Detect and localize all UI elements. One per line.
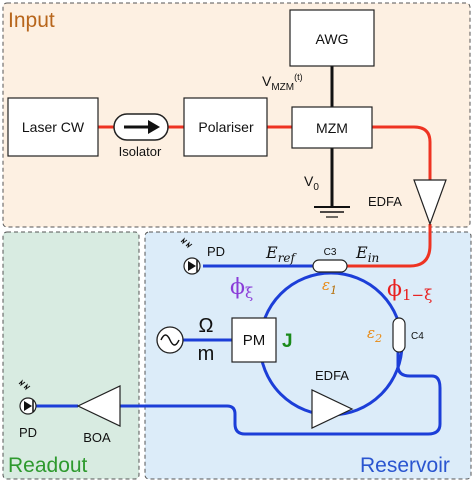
ground-icon (314, 206, 350, 218)
pd-readout-label: PD (19, 425, 37, 440)
polariser-box: Polariser (183, 97, 268, 157)
edfa-loop-label: EDFA (315, 368, 349, 383)
pm-box: PM (231, 317, 277, 363)
c4-label: C4 (411, 331, 424, 342)
laser-box: Laser CW (7, 97, 99, 157)
awg-label: AWG (316, 31, 349, 47)
mzm-box: MZM (291, 106, 373, 149)
v0-label: V0 (304, 173, 319, 193)
readout-panel: Readout (2, 231, 140, 480)
pd-readout-icon (18, 379, 37, 415)
coupler-c4: C4 (392, 317, 424, 353)
reservoir-panel-title: Reservoir (360, 454, 450, 477)
input-panel-title: Input (8, 9, 55, 32)
pd-reservoir-icon (180, 237, 201, 275)
polariser-label: Polariser (198, 119, 254, 135)
red-fiber-path (98, 125, 432, 268)
pd-reservoir-label: PD (207, 244, 225, 259)
boa-amplifier: BOA (76, 385, 121, 445)
boa-label: BOA (83, 430, 111, 445)
rf-source-icon (156, 326, 184, 354)
readout-panel-title: Readout (8, 454, 88, 477)
omega-label: Ω (199, 315, 214, 337)
isolator-label: Isolator (119, 144, 162, 159)
eps2-label: ε2 (367, 324, 382, 345)
e-ref-label: Eref (265, 243, 298, 265)
awg-box: AWG (289, 9, 375, 67)
c3-label: C3 (324, 247, 337, 258)
eps1-label: ε1 (322, 276, 337, 297)
phi-1-xi-label: ϕ1−ξ (387, 277, 432, 304)
j-label: J (282, 331, 293, 352)
isolator: Isolator (113, 113, 169, 159)
e-in-label: Ein (355, 243, 379, 265)
edfa-input-label: EDFA (368, 194, 402, 209)
mzm-label: MZM (316, 120, 348, 136)
vmzm-label: VMZM(t) (262, 72, 303, 93)
phi-xi-label: ϕξ (230, 275, 253, 302)
edfa-loop-amplifier: EDFA (311, 368, 354, 429)
coupler-c3: C3 (312, 247, 348, 273)
reservoir-panel: Reservoir (144, 231, 472, 480)
laser-label: Laser CW (22, 119, 85, 135)
edfa-input-amplifier: EDFA (368, 179, 447, 226)
m-label: m (198, 343, 215, 365)
pm-label: PM (243, 332, 266, 349)
